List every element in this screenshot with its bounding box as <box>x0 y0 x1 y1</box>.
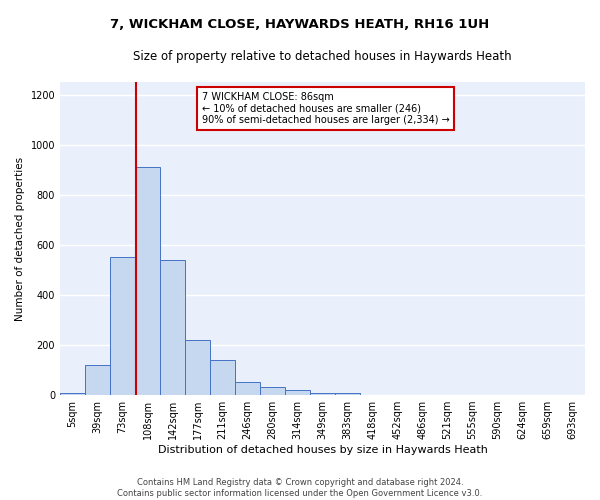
Bar <box>135 168 160 395</box>
Title: Size of property relative to detached houses in Haywards Heath: Size of property relative to detached ho… <box>133 50 512 63</box>
Bar <box>110 258 135 395</box>
Bar <box>310 392 335 395</box>
Text: 7 WICKHAM CLOSE: 86sqm
← 10% of detached houses are smaller (246)
90% of semi-de: 7 WICKHAM CLOSE: 86sqm ← 10% of detached… <box>202 92 449 125</box>
Bar <box>285 390 310 395</box>
Bar <box>235 382 260 395</box>
Bar <box>210 360 235 395</box>
Y-axis label: Number of detached properties: Number of detached properties <box>15 156 25 320</box>
Bar <box>60 393 85 395</box>
Text: Contains HM Land Registry data © Crown copyright and database right 2024.
Contai: Contains HM Land Registry data © Crown c… <box>118 478 482 498</box>
Text: 7, WICKHAM CLOSE, HAYWARDS HEATH, RH16 1UH: 7, WICKHAM CLOSE, HAYWARDS HEATH, RH16 1… <box>110 18 490 30</box>
Bar <box>160 260 185 395</box>
Bar <box>185 340 210 395</box>
X-axis label: Distribution of detached houses by size in Haywards Heath: Distribution of detached houses by size … <box>158 445 487 455</box>
Bar <box>260 387 285 395</box>
Bar <box>335 392 360 395</box>
Bar <box>85 365 110 395</box>
